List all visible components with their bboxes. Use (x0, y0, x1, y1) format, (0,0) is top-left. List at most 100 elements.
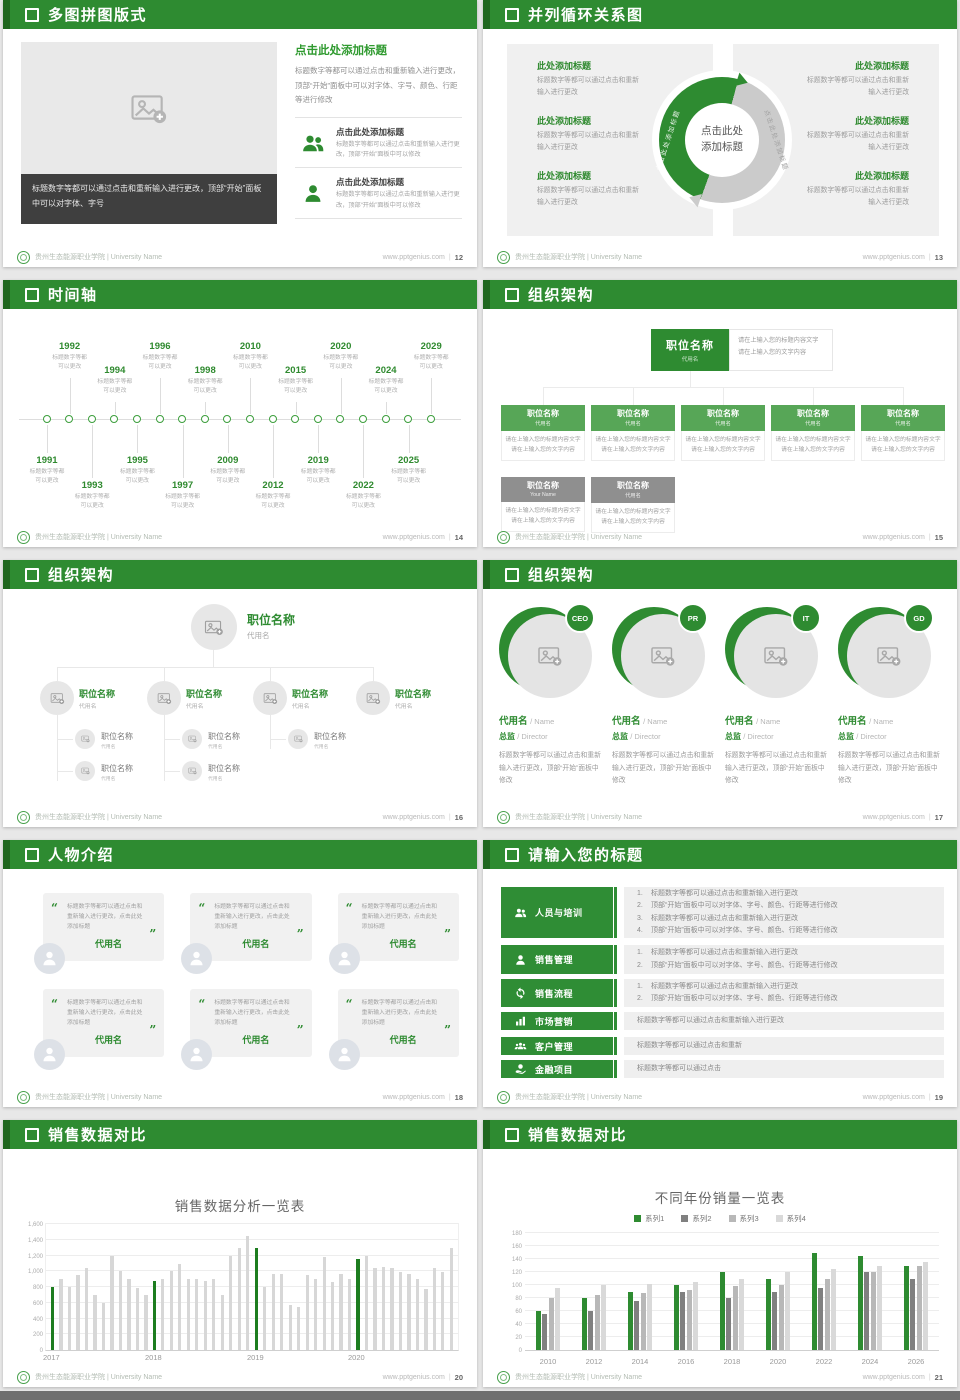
timeline-entry: 1992 标题数字等都 可以更改 (39, 341, 101, 371)
menu-detail-panel: 标题数字等都可以通过点击和重新输入进行更改 (624, 1012, 944, 1030)
note-line: 标题数字等都 (300, 469, 336, 475)
item-text: 标题数字等都可以通过点击和重新输入进行更改 (537, 131, 639, 151)
bar (195, 1279, 199, 1350)
slide-thumb-12[interactable]: 多图拼图版式 标题数字等都可以通过点击和重新输入进行更改，顶部“开始”面板中可以… (3, 0, 477, 267)
slide-thumb-21[interactable]: 销售数据对比 不同年份销量一览表 系列1 系列2 系列3 系列4 0 20 40 60 80 1… (483, 1120, 957, 1387)
bar (647, 1283, 653, 1350)
slide-footer: 贵州生态能源职业学院 | University Name www.pptgeni… (483, 1367, 957, 1387)
detail-line: 标题数字等都可以通过点击和重新 (637, 1040, 931, 1052)
gridline (525, 1310, 939, 1312)
s15-row1: 职位名称 代用名 请在上输入您的标题内容文字 请在上输入您的文字内容 职位名称 代用名 请在… (501, 405, 945, 461)
y-tick-label: 100 (511, 1283, 522, 1289)
bar (916, 1265, 922, 1350)
slide-thumb-17[interactable]: 组织架构 CEO 代用名 / Name 总监 / Director 标题数字等都可以通… (483, 560, 957, 827)
menu-button-3[interactable]: 销售流程 (501, 979, 617, 1007)
x-tick-label: 2020 (348, 1353, 365, 1362)
menu-label: 销售管理 (535, 955, 574, 965)
slide-thumb-20[interactable]: 销售数据对比 销售数据分析一览表 0 200 400 600 800 1,000 1,200… (3, 1120, 477, 1387)
org-card-body: 请在上输入您的标题内容文字 请在上输入您的文字内容 (861, 431, 945, 461)
card-line: 请在上输入您的文字内容 (601, 447, 665, 454)
slide-body: 职位名称 代用名 请在上输入您的标题内容文字 请在上输入您的文字内容 职位名称代… (483, 309, 957, 533)
connector-line (164, 739, 180, 740)
timeline-year: 2022 (352, 480, 374, 491)
legend-swatch (728, 1215, 736, 1222)
menu-button-6[interactable]: 金融项目 (501, 1060, 617, 1078)
note-line: 标题数字等都 (413, 355, 449, 361)
slide-thumb-16[interactable]: 组织架构 职位名称 代用名 职位名称 代用名 职位名称 代用名 职位名称 代用名 职位名称 代用名… (3, 560, 477, 827)
slide-thumb-14[interactable]: 时间轴 1991 标题数字等都 可以更改 1992 标题数字等都 可以更改 1993 标题数字… (3, 280, 477, 547)
menu-button-1[interactable]: 人员与培训 (501, 887, 617, 938)
cycle-item: 此处添加标题 标题数字等都可以通过点击和重新输入进行更改 (747, 169, 909, 209)
slide-thumb-13[interactable]: 并列循环关系图 此处添加标题 标题数字等都可以通过点击和重新输入进行更改 此处添加标… (483, 0, 957, 267)
org-subtitle: 代用名 (314, 745, 329, 750)
image-placeholder (288, 729, 308, 749)
item-text: 标题数字等都可以通过点击和重新输入进行更改 (537, 77, 639, 96)
gridline (525, 1271, 939, 1273)
menu-button-5[interactable]: 客户管理 (501, 1037, 617, 1055)
timeline-year: 1995 (126, 455, 148, 466)
close-quote-icon: ” (444, 927, 451, 941)
timeline-dot (132, 415, 141, 423)
item-text: 标题数字等都可以通过点击和重新输入进行更改，顶部“开始”面板中可以修改 (336, 140, 460, 159)
bar-group (576, 1233, 612, 1350)
slide-thumb-18[interactable]: 人物介绍 “” 标题数字等都可以通过点击和重新输入进行更改，点击此处添加标题 代用名… (3, 840, 477, 1107)
timeline-note: 标题数字等都 可以更改 (332, 493, 394, 510)
connector-line (164, 667, 165, 681)
slide-body: “” 标题数字等都可以通过点击和重新输入进行更改，点击此处添加标题 代用名 “” 标题数… (3, 869, 477, 1087)
bar-chart-icon (514, 1015, 527, 1027)
bar (542, 1314, 548, 1350)
y-tick-label: 1,400 (27, 1237, 43, 1244)
line-text: 标题数字等都可以通过点击 (637, 1064, 721, 1072)
bar (161, 1279, 165, 1350)
y-tick-label: 140 (511, 1257, 522, 1263)
quote-card: “ ” 标题数字等都可以通过点击和重新输入进行更改，点击此处添加标题 代用名 (181, 893, 312, 974)
menu-button-2[interactable]: 销售管理 (501, 945, 617, 974)
org-card: 职位名称 代用名 请在上输入您的标题内容文字 请在上输入您的文字内容 (681, 405, 765, 461)
slide-header: 组织架构 (483, 280, 957, 309)
sales-bar-chart: 0 200 400 600 800 1,000 1,200 1,400 1,600 2017 201… (17, 1222, 463, 1365)
bar (407, 1274, 411, 1350)
org-card-body: 请在上输入您的标题内容文字 请在上输入您的文字内容 (591, 431, 675, 461)
timeline-entry: 2015 标题数字等都 可以更改 (265, 365, 327, 395)
y-tick-label: 1,000 (27, 1269, 43, 1276)
bar (726, 1298, 732, 1350)
bar (271, 1274, 275, 1350)
connector-line (903, 387, 904, 405)
org-card-header: 职位名称 代用名 (681, 405, 765, 431)
menu-button-4[interactable]: 市场营销 (501, 1012, 617, 1030)
item-text: 标题数字等都可以通过点击和重新输入进行更改 (807, 77, 909, 96)
person-name: 代用名 (389, 1035, 417, 1046)
note-line: 标题数字等都 (187, 379, 223, 385)
profile-avatar-group: PR (612, 603, 708, 701)
school-logo-icon (17, 250, 30, 264)
person-text: 标题数字等都可以通过点击和重新输入进行更改，顶部“开始”面板中修改 (725, 752, 827, 785)
bar (297, 1307, 301, 1350)
profile-card: PR 代用名 / Name 总监 / Director 标题数字等都可以通过点击和重新… (612, 603, 716, 788)
close-quote-icon: ” (296, 1023, 304, 1037)
menu-detail-panel: 1. 标题数字等都可以通过点击和重新输入进行更改 2. 顶部“开始”面板中可以对字体、… (624, 979, 944, 1007)
x-tick-label: 2026 (907, 1357, 925, 1366)
timeline-note: 标题数字等都 可以更改 (242, 493, 304, 510)
note-line: 标题数字等都 (368, 379, 404, 385)
open-quote-icon: “ (198, 997, 206, 1011)
slide-thumb-15[interactable]: 组织架构 职位名称 代用名 请在上输入您的标题内容文字 请在上输入您的文字内容 … (483, 280, 957, 547)
card-line: 请在上输入您的标题内容文字 (595, 509, 671, 515)
detail-line: 标题数字等都可以通过点击和重新输入进行更改 (637, 1015, 931, 1027)
bar (640, 1292, 646, 1350)
connector-line (164, 715, 165, 781)
timeline-note: 标题数字等都 可以更改 (61, 493, 123, 510)
quote-card: “ ” 标题数字等都可以通过点击和重新输入进行更改，点击此处添加标题 代用名 (34, 893, 165, 974)
quote-text: 标题数字等都可以通过点击和重新输入进行更改，点击此处添加标题 (361, 1000, 438, 1027)
org-subtitle: 代用名 (208, 777, 223, 782)
school-name: 贵州生态能源职业学院 | University Name (35, 1374, 163, 1381)
bar (864, 1271, 870, 1350)
org-title: 职位名称 (186, 689, 223, 699)
bar (127, 1279, 131, 1350)
timeline-dot (42, 415, 51, 423)
slide-thumb-19[interactable]: 请输入您的标题 人员与培训 1. 标题数字等都可以通过点击和重新输入进行更改 2. 顶部… (483, 840, 957, 1107)
org-subtitle: 代用名 (292, 704, 310, 710)
site-url: www.pptgenius.com (382, 533, 445, 541)
timeline-dot (223, 415, 232, 423)
timeline-axis (19, 419, 461, 420)
org-title: 职位名称 (101, 764, 133, 773)
